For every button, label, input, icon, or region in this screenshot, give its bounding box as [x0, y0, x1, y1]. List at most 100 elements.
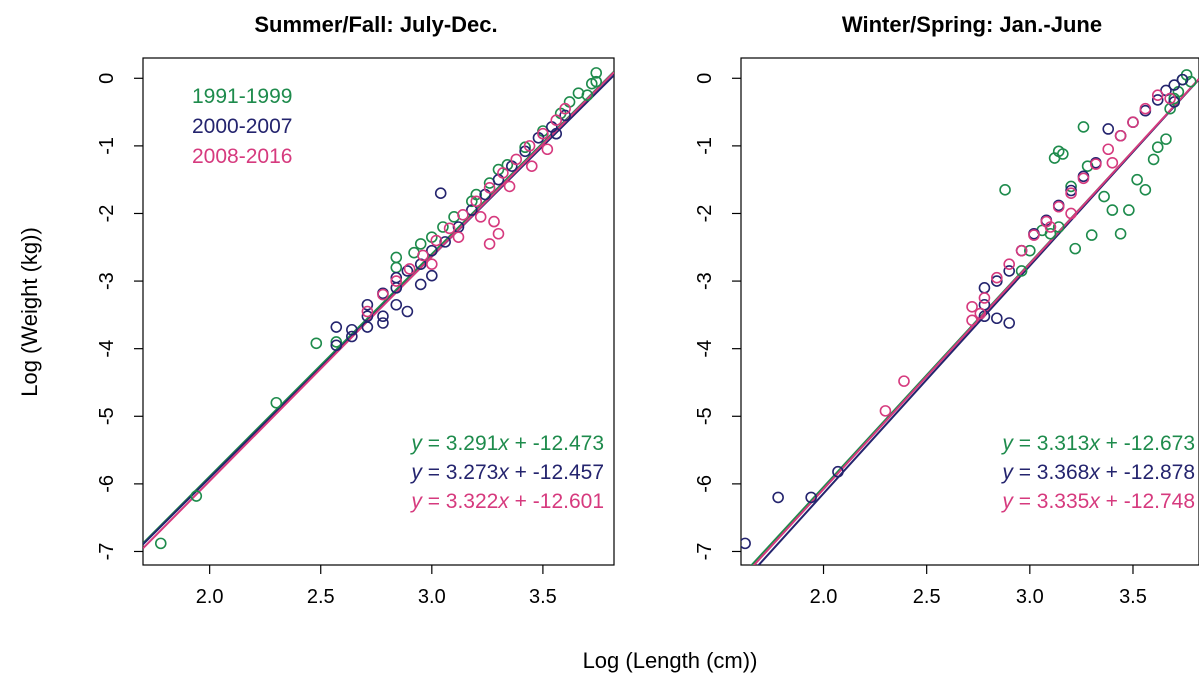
- data-point-1991-1999: [270, 396, 283, 409]
- data-point-2000-2007: [361, 310, 374, 323]
- data-point-1991-1999: [1147, 153, 1160, 166]
- data-point-2000-2007: [772, 491, 784, 504]
- y-tick-label: -2: [96, 205, 118, 223]
- data-point-2000-2007: [330, 321, 343, 333]
- y-axis: 0 -1 -2 -3 -4 -5 -6 -7: [694, 73, 741, 560]
- data-point-1991-1999: [390, 261, 403, 274]
- data-point-2000-2007: [805, 491, 817, 504]
- panel-title: Winter/Spring: Jan.-June: [842, 12, 1102, 37]
- data-point-2000-2007: [434, 187, 447, 199]
- data-point-2000-2007: [559, 109, 571, 122]
- data-point-2008-2016: [452, 231, 465, 243]
- equations: y = 3.291 x + -12.473 y = 3.273x + -12.45…: [409, 432, 604, 513]
- eq-slope: = 3.368: [1013, 461, 1089, 484]
- x-tick-label: 3.5: [529, 586, 557, 608]
- data-point-2008-2016: [1106, 156, 1119, 169]
- points: [741, 69, 1197, 550]
- data-point-2000-2007: [991, 312, 1003, 325]
- data-point-2008-2016: [1164, 92, 1176, 105]
- x-tick-label: 2.5: [913, 586, 941, 608]
- x-tick-label: 3.5: [1119, 586, 1147, 608]
- data-point-2008-2016: [403, 263, 416, 275]
- data-point-1991-1999: [390, 251, 403, 264]
- equation-2000-2007: y = 3.273x + -12.457: [409, 461, 604, 484]
- eq-y: y: [1000, 432, 1014, 455]
- eq-x: x: [497, 461, 510, 484]
- data-point-2008-2016: [1015, 244, 1028, 257]
- eq-slope: = 3.322: [422, 490, 498, 513]
- data-point-2008-2016: [559, 102, 571, 115]
- plot-frame: [142, 57, 615, 566]
- data-point-2008-2016: [488, 215, 500, 228]
- data-point-1991-1999: [590, 67, 603, 79]
- x-axis-label: Log (Length (cm)): [583, 648, 758, 673]
- data-point-1991-1999: [1184, 75, 1197, 88]
- data-point-1991-1999: [154, 537, 167, 550]
- data-point-2008-2016: [966, 314, 978, 327]
- eq-intercept: + -12.473: [509, 432, 604, 455]
- x-axis: 2.0 2.5 3.0 3.5: [810, 565, 1147, 608]
- x-tick-label: 2.5: [307, 586, 335, 608]
- fit-lines: [750, 78, 1199, 565]
- equation-1991-1999: y = 3.313x + -12.673: [1000, 432, 1195, 455]
- data-point-2000-2007: [346, 323, 358, 336]
- data-point-2000-2007: [1176, 73, 1189, 86]
- data-point-2000-2007: [466, 204, 478, 216]
- data-point-2000-2007: [439, 236, 451, 248]
- data-point-2008-2016: [430, 234, 443, 247]
- fit-line-2008-2016: [143, 71, 614, 550]
- data-point-2008-2016: [417, 249, 429, 262]
- data-point-2000-2007: [1102, 123, 1115, 135]
- data-point-2008-2016: [1065, 207, 1077, 220]
- y-tick-label: -4: [694, 340, 716, 358]
- data-point-2008-2016: [1090, 158, 1102, 170]
- eq-y: y: [409, 490, 423, 513]
- data-point-2008-2016: [1114, 129, 1127, 142]
- data-point-2008-2016: [361, 305, 374, 318]
- data-point-2000-2007: [414, 278, 427, 291]
- y-tick-label: -5: [694, 407, 716, 425]
- data-point-2000-2007: [550, 127, 563, 140]
- eq-slope: = 3.313: [1013, 432, 1089, 455]
- data-point-2008-2016: [974, 307, 987, 320]
- data-point-1991-1999: [330, 336, 343, 348]
- x-tick-label: 3.0: [1016, 586, 1044, 608]
- data-point-2000-2007: [1151, 94, 1164, 106]
- panel-title: Summer/Fall: July-Dec.: [254, 12, 497, 37]
- data-point-1991-1999: [1085, 229, 1098, 241]
- data-point-2008-2016: [879, 405, 892, 417]
- data-point-2008-2016: [390, 275, 403, 287]
- data-point-2008-2016: [426, 258, 438, 270]
- data-point-2000-2007: [361, 298, 374, 311]
- eq-y: y: [409, 432, 423, 455]
- y-tick-label: -5: [96, 407, 118, 425]
- eq-intercept: + -12.457: [509, 461, 604, 484]
- data-point-2008-2016: [1052, 200, 1065, 213]
- data-point-1991-1999: [1151, 141, 1164, 154]
- fit-line-2008-2016: [752, 78, 1199, 565]
- data-point-2008-2016: [1065, 187, 1077, 199]
- data-point-2000-2007: [426, 269, 438, 282]
- data-point-1991-1999: [1052, 221, 1065, 233]
- data-point-2000-2007: [741, 537, 751, 550]
- eq-y: y: [1000, 490, 1014, 513]
- data-point-2008-2016: [1028, 229, 1040, 241]
- data-point-1991-1999: [437, 221, 449, 233]
- x-axis: 2.0 2.5 3.0 3.5: [196, 565, 557, 608]
- legend-2000-2007: 2000-2007: [192, 115, 292, 138]
- data-point-2008-2016: [497, 167, 509, 179]
- legend: 1991-1999 2000-2007 2008-2016: [192, 85, 292, 168]
- data-point-2008-2016: [525, 160, 538, 172]
- y-tick-label: -3: [694, 272, 716, 290]
- y-axis-label: Log (Weight (kg)): [17, 227, 42, 397]
- eq-slope: = 3.291: [422, 432, 498, 455]
- data-point-2008-2016: [1102, 143, 1115, 156]
- x-tick-label: 2.0: [196, 586, 224, 608]
- data-point-1991-1999: [470, 188, 483, 201]
- y-tick-label: 0: [96, 73, 118, 84]
- data-point-1991-1999: [190, 490, 203, 502]
- data-point-1991-1999: [1024, 244, 1036, 257]
- data-point-2008-2016: [1003, 258, 1015, 270]
- data-point-1991-1999: [414, 238, 427, 250]
- data-point-2008-2016: [1044, 221, 1057, 233]
